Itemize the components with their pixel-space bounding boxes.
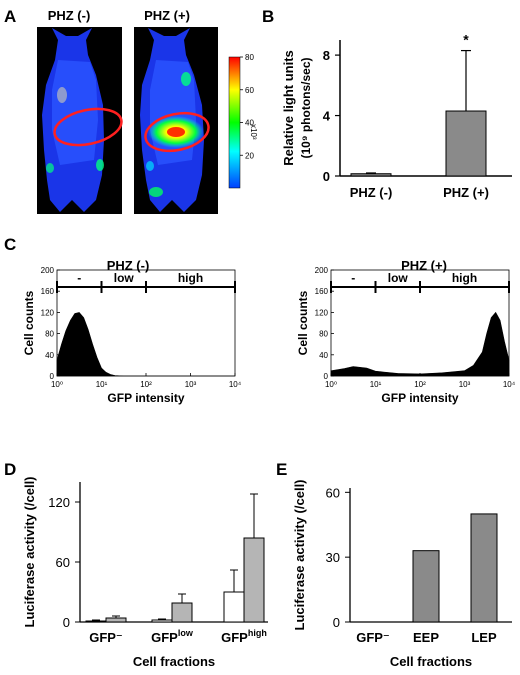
y-tick-label: 80 [319, 330, 328, 339]
x-tick-superscript: low [178, 628, 194, 638]
x-tick-label: 10⁴ [503, 380, 516, 389]
histogram-phz-neg: PHZ (-) 0 40 80 120 160 200 10⁰ 10¹ 10² 10³ 10⁴ - lo… [22, 258, 242, 405]
roi-ellipse-phz-pos [144, 111, 210, 153]
y-axis-label: Relative light units [281, 50, 296, 166]
x-tick-label: 10¹ [370, 380, 382, 389]
colorbar-tick-label: 20 [245, 151, 254, 160]
histogram-title-phz-pos: PHZ (+) [401, 258, 447, 273]
x-tick-label: GFP⁻ [89, 630, 123, 645]
x-axis-label: Cell fractions [390, 654, 472, 669]
y-tick-label: 4 [323, 109, 331, 124]
y-axis-label: Cell counts [22, 290, 36, 355]
histogram-area [56, 312, 235, 377]
x-tick-label: GFPhigh [221, 628, 267, 645]
bar [445, 110, 487, 177]
colorbar-unit: x10³ [249, 124, 258, 140]
x-axis-label: GFP intensity [107, 391, 184, 405]
bar-white [85, 620, 107, 623]
y-tick-label: 120 [48, 495, 70, 510]
histogram-phz-pos: PHZ (+) 0 40 80 120 160 200 10⁰ 10¹ 10² 10³ 10⁴ - lo… [296, 258, 516, 405]
x-tick-label: GFPlow [151, 628, 194, 645]
bar-white [223, 591, 245, 623]
x-tick-label: 10³ [459, 380, 471, 389]
y-tick-label: 8 [323, 48, 330, 63]
x-tick-label: 10⁰ [325, 380, 337, 389]
panel-letter-a: A [4, 7, 16, 26]
gate-label: high [452, 271, 477, 285]
colorbar-tick-label: 80 [245, 53, 254, 62]
histogram-title-phz-neg: PHZ (-) [107, 258, 150, 273]
mouse-image-phz-neg [37, 27, 123, 214]
mouse-image-phz-pos [134, 27, 218, 214]
colorbar-tick-label: 60 [245, 86, 254, 95]
x-tick-label: 10¹ [96, 380, 108, 389]
bar-gray [105, 617, 127, 623]
panel-letter-d: D [4, 460, 16, 479]
image-title-phz-pos: PHZ (+) [144, 8, 190, 23]
x-tick-superscript: high [248, 628, 267, 638]
y-tick-label: 60 [56, 555, 70, 570]
y-tick-label: 60 [326, 485, 340, 500]
y-axis-label-unit: (10⁹ photons/sec) [299, 57, 313, 158]
chart-e: 0 30 60 GFP⁻ EEP LEP Cell fractions Luciferase … [292, 479, 512, 669]
y-tick-label: 30 [326, 550, 340, 565]
x-tick-label: PHZ (-) [350, 185, 393, 200]
y-tick-label: 160 [41, 287, 55, 296]
significance-marker: * [463, 32, 469, 48]
x-axis-label: Cell fractions [133, 654, 215, 669]
panel-letter-c: C [4, 235, 16, 254]
x-tick-label: 10³ [185, 380, 197, 389]
x-tick-label: 10⁰ [51, 380, 63, 389]
y-tick-label: 0 [333, 615, 340, 630]
y-tick-label: 40 [45, 351, 54, 360]
y-tick-label: 80 [45, 330, 54, 339]
histogram-area [330, 311, 510, 377]
gate-label: low [388, 271, 409, 285]
bar [350, 173, 392, 177]
gate-label: - [351, 271, 355, 285]
x-tick-label: GFP⁻ [356, 630, 390, 645]
x-tick-label: PHZ (+) [443, 185, 489, 200]
roi-ellipse-phz-neg [53, 107, 123, 147]
image-title-phz-neg: PHZ (-) [48, 8, 91, 23]
bar [470, 513, 498, 623]
y-tick-label: 0 [50, 372, 55, 381]
x-tick-label: 10² [414, 380, 426, 389]
panel-letter-e: E [276, 460, 287, 479]
y-tick-label: 120 [315, 308, 329, 317]
gate-label: - [77, 271, 81, 285]
y-tick-label: 160 [315, 287, 329, 296]
y-tick-label: 0 [324, 372, 329, 381]
bar [412, 550, 440, 623]
y-tick-label: 200 [41, 266, 55, 275]
gate-label: high [178, 271, 203, 285]
colorbar: 80 60 40 20 x10³ [228, 53, 258, 189]
chart-b: 0 4 8 PHZ (-) * PHZ (+) Relative light units (1… [281, 32, 512, 200]
x-tick-label: EEP [413, 630, 439, 645]
colorbar-tick-label: 40 [245, 119, 254, 128]
y-tick-label: 120 [41, 308, 55, 317]
bar-gray [171, 602, 193, 623]
chart-d: 0 60 120 GFP⁻ GFPlow GFPhigh Cell fractions Luc… [22, 476, 268, 669]
y-tick-label: 0 [63, 615, 70, 630]
y-axis-label: Luciferase activity (/cell) [22, 476, 37, 627]
y-axis-label: Cell counts [296, 290, 310, 355]
y-axis-label: Luciferase activity (/cell) [292, 479, 307, 630]
bar-white [151, 619, 173, 623]
bar-gray [243, 537, 265, 623]
y-tick-label: 40 [319, 351, 328, 360]
panel-letter-b: B [262, 7, 274, 26]
y-tick-label: 200 [315, 266, 329, 275]
gate-label: low [114, 271, 135, 285]
x-axis-label: GFP intensity [381, 391, 458, 405]
x-tick-label: LEP [471, 630, 497, 645]
x-tick-label: 10⁴ [229, 380, 242, 389]
x-tick-label: 10² [140, 380, 152, 389]
y-tick-label: 0 [323, 169, 330, 184]
